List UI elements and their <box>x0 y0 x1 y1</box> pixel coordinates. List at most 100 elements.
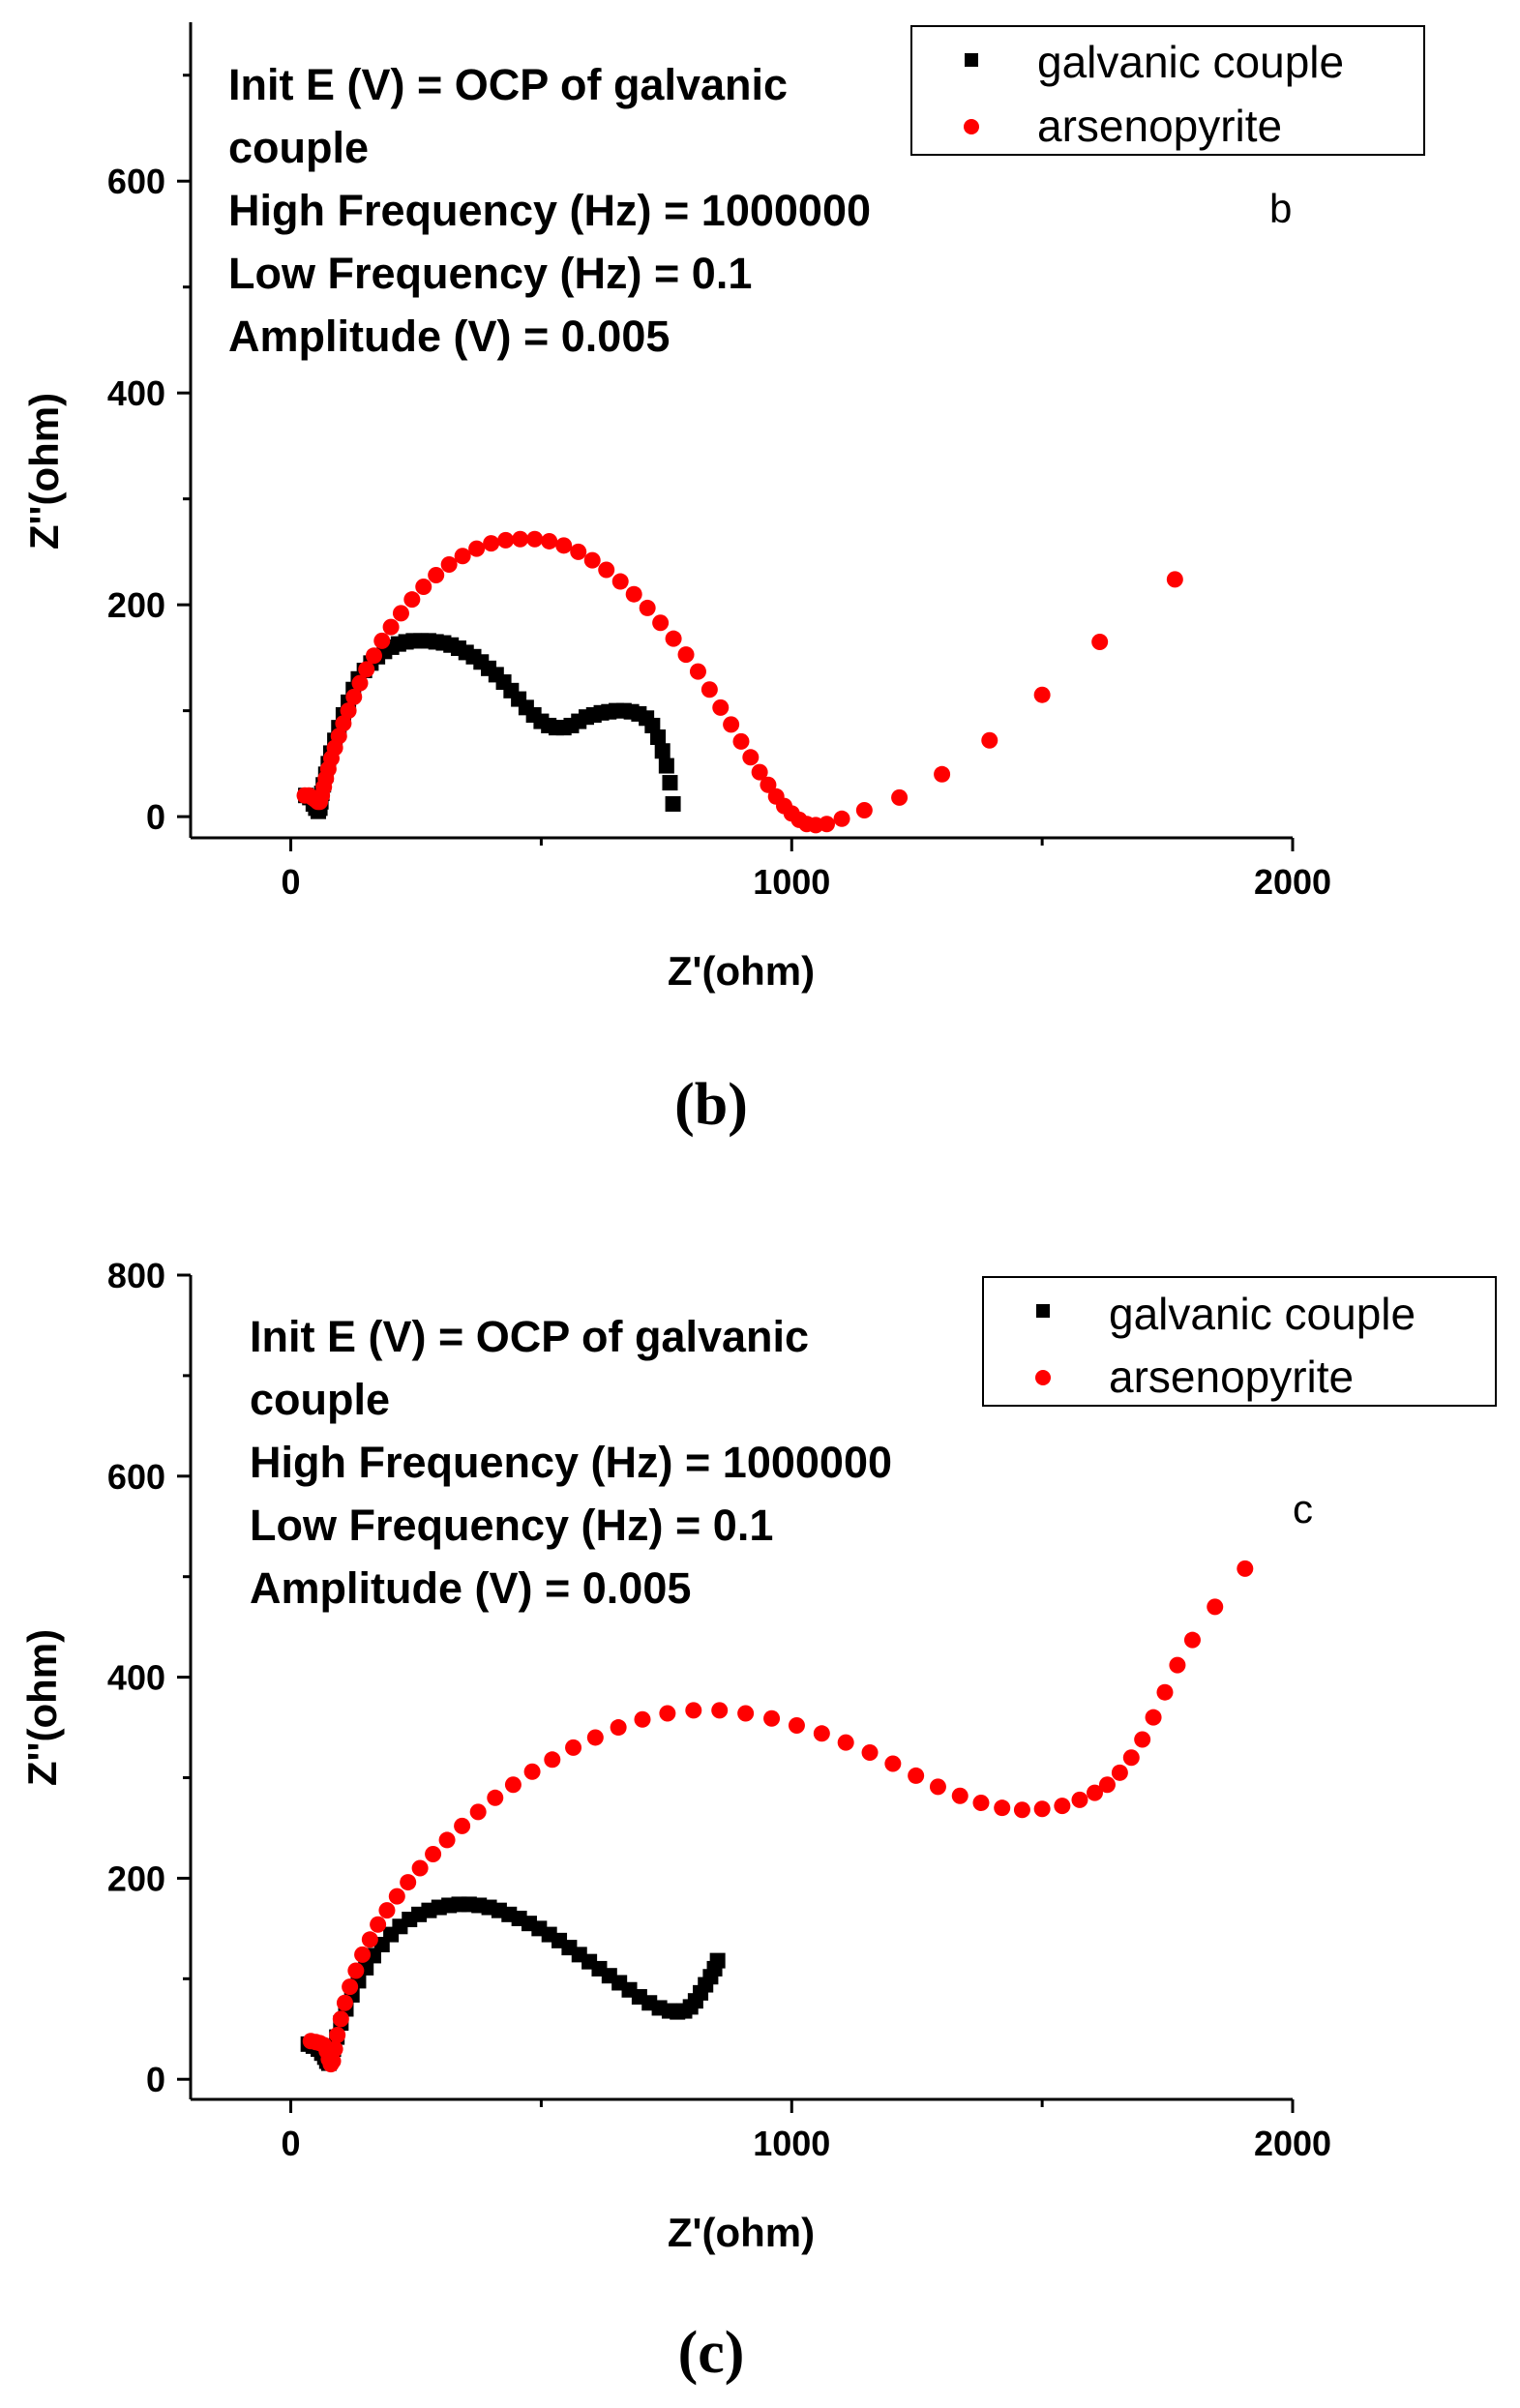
data-point <box>378 1902 396 1919</box>
data-point <box>855 802 873 819</box>
x-ticks: 0 1000 2000 <box>282 838 1331 902</box>
data-point <box>370 1916 387 1933</box>
data-point <box>332 2010 349 2028</box>
data-point <box>504 1776 522 1794</box>
data-point <box>336 1994 353 2011</box>
data-point <box>819 816 836 833</box>
x-tick-label: 1000 <box>753 2124 830 2163</box>
data-point <box>555 537 573 554</box>
data-point <box>497 531 515 549</box>
data-point <box>711 1702 729 1719</box>
series-galvanic-couple <box>298 633 681 819</box>
data-point <box>763 1709 781 1727</box>
data-point <box>709 1952 726 1969</box>
data-point <box>662 775 678 791</box>
data-point <box>1033 1800 1051 1818</box>
annotation-line: couple <box>250 1375 390 1424</box>
data-point <box>523 1763 541 1780</box>
data-point <box>891 788 909 806</box>
y-tick-label: 600 <box>107 1457 165 1497</box>
data-point <box>468 540 486 557</box>
data-point <box>625 585 642 603</box>
data-point <box>1134 1731 1151 1748</box>
annotation-line: High Frequency (Hz) = 1000000 <box>228 186 871 235</box>
annotation-line: couple <box>228 123 369 172</box>
y-ticks: 0 200 400 600 800 <box>107 1256 191 2099</box>
data-point <box>972 1794 990 1811</box>
annotation-line: Init E (V) = OCP of galvanic <box>250 1312 809 1361</box>
data-point <box>1086 1784 1103 1801</box>
annotation-line: High Frequency (Hz) = 1000000 <box>250 1438 892 1487</box>
data-point <box>677 646 695 664</box>
panel-letter: b <box>1269 186 1292 231</box>
data-point <box>634 1710 651 1728</box>
data-point <box>526 530 544 548</box>
y-tick-label: 200 <box>107 585 165 625</box>
data-point <box>1054 1798 1071 1815</box>
data-point <box>659 1705 676 1722</box>
plot-area <box>300 1560 1254 2073</box>
data-point <box>1166 571 1183 588</box>
y-tick-label: 400 <box>107 373 165 413</box>
data-point <box>861 1744 879 1762</box>
data-point <box>425 1845 442 1862</box>
data-point <box>723 716 740 733</box>
data-point <box>689 663 706 680</box>
data-point <box>610 1719 627 1737</box>
y-ticks: 0 200 400 600 <box>107 74 191 837</box>
data-point <box>1098 1776 1116 1794</box>
series-arsenopyrite <box>302 1560 1254 2073</box>
data-point <box>813 1725 830 1742</box>
data-point <box>1033 686 1051 703</box>
data-point <box>454 548 471 565</box>
data-point <box>665 630 682 647</box>
annotation-line: Amplitude (V) = 0.005 <box>228 312 670 361</box>
data-point <box>586 1729 604 1746</box>
data-point <box>1169 1656 1186 1674</box>
y-tick-label: 0 <box>146 2060 165 2099</box>
series-galvanic-couple <box>300 1896 726 2071</box>
data-point <box>392 605 409 622</box>
data-point <box>347 1962 365 1979</box>
data-point <box>388 1888 405 1905</box>
data-point <box>1122 1749 1140 1767</box>
legend: galvanic couple arsenopyrite <box>910 25 1425 156</box>
y-tick-label: 200 <box>107 1858 165 1898</box>
data-point <box>544 1751 561 1769</box>
data-point <box>382 618 400 636</box>
y-axis-label: Z''(ohm) <box>19 1629 65 1786</box>
data-point <box>583 551 601 569</box>
legend-label-galvanic: galvanic couple <box>1109 1289 1416 1339</box>
data-point <box>345 688 363 705</box>
data-point <box>1071 1791 1088 1808</box>
data-point <box>373 632 391 649</box>
data-point <box>644 717 661 733</box>
data-point <box>639 599 656 616</box>
data-point <box>654 743 671 759</box>
data-point <box>833 810 850 827</box>
data-point <box>469 1803 487 1821</box>
data-point <box>541 532 558 550</box>
data-point <box>335 715 352 732</box>
legend-marker-square <box>1036 1304 1050 1318</box>
y-axis-label: Z''(ohm) <box>21 393 67 550</box>
data-point <box>415 579 432 596</box>
data-point <box>700 681 718 699</box>
data-point <box>400 1874 417 1891</box>
data-point <box>732 732 750 750</box>
legend: galvanic couple arsenopyrite <box>982 1276 1497 1407</box>
data-point <box>342 1978 359 1996</box>
data-point <box>884 1755 902 1772</box>
data-point <box>1207 1598 1224 1616</box>
data-point <box>440 556 458 574</box>
legend-box <box>910 25 1425 156</box>
annotation-block: Init E (V) = OCP of galvanic couple High… <box>228 60 871 361</box>
data-point <box>454 1817 471 1834</box>
legend-marker-circle <box>1035 1370 1051 1385</box>
data-point <box>1091 633 1109 650</box>
x-tick-label: 1000 <box>753 862 830 902</box>
data-point <box>329 2027 346 2044</box>
legend-marker-square <box>965 53 978 67</box>
data-point <box>951 1787 969 1804</box>
